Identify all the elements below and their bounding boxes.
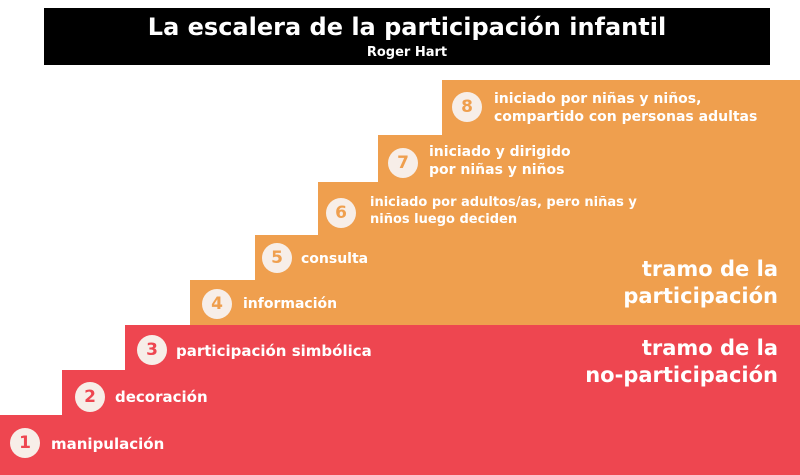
diagram-author: Roger Hart [366,45,448,60]
step-5: 5 consulta [255,235,800,280]
step-2: 2 decoración [62,370,800,415]
step-8-number-badge: 8 [452,92,482,122]
step-4-label: información [243,296,338,312]
step-4-number-badge: 4 [202,289,232,319]
step-6: 6 iniciado por adultos/as, pero niñas y … [318,182,800,235]
step-6-label-line2: niños luego deciden [370,212,518,227]
step-1: 1 manipulación [0,415,800,475]
step-1-number-badge: 1 [10,428,40,458]
step-7-label-line2: por niñas y niños [429,162,565,178]
non-participation-label-line1: tramo de la [641,336,778,360]
participation-band: 4 información 5 consulta 6 iniciado por … [0,80,800,325]
step-1-label: manipulación [51,435,165,453]
step-6-label-line1: iniciado por adultos/as, pero niñas y [370,195,637,210]
step-7: 7 iniciado y dirigido por niñas y niños [378,135,800,182]
step-3-number-badge: 3 [137,335,167,365]
non-participation-section-label: tramo de la no-participación [585,335,778,389]
step-3: 3 participación simbólica [125,325,800,370]
step-3-label: participación simbólica [176,342,372,360]
step-5-number-badge: 5 [262,243,292,273]
step-5-label: consulta [301,251,369,267]
header-banner: La escalera de la participación infantil… [44,8,770,65]
step-4: 4 información [190,280,800,325]
step-7-label-line1: iniciado y dirigido [429,144,571,160]
diagram-title: La escalera de la participación infantil [147,13,667,41]
step-6-number-badge: 6 [326,198,356,228]
step-2-number-badge: 2 [75,382,105,412]
step-8-label-line1: iniciado por niñas y niños, [494,91,702,107]
non-participation-band: 1 manipulación 2 decoración 3 participac… [0,325,800,475]
step-2-label: decoración [115,388,208,406]
non-participation-label-line2: no-participación [585,363,778,387]
step-7-number-badge: 7 [388,148,418,178]
participation-label-line1: tramo de la [641,257,778,281]
participation-label-line2: participación [623,284,778,308]
participation-section-label: tramo de la participación [623,256,778,310]
step-8-label-line2: compartido con personas adultas [494,109,758,125]
step-8: 8 iniciado por niñas y niños, compartido… [442,80,800,135]
